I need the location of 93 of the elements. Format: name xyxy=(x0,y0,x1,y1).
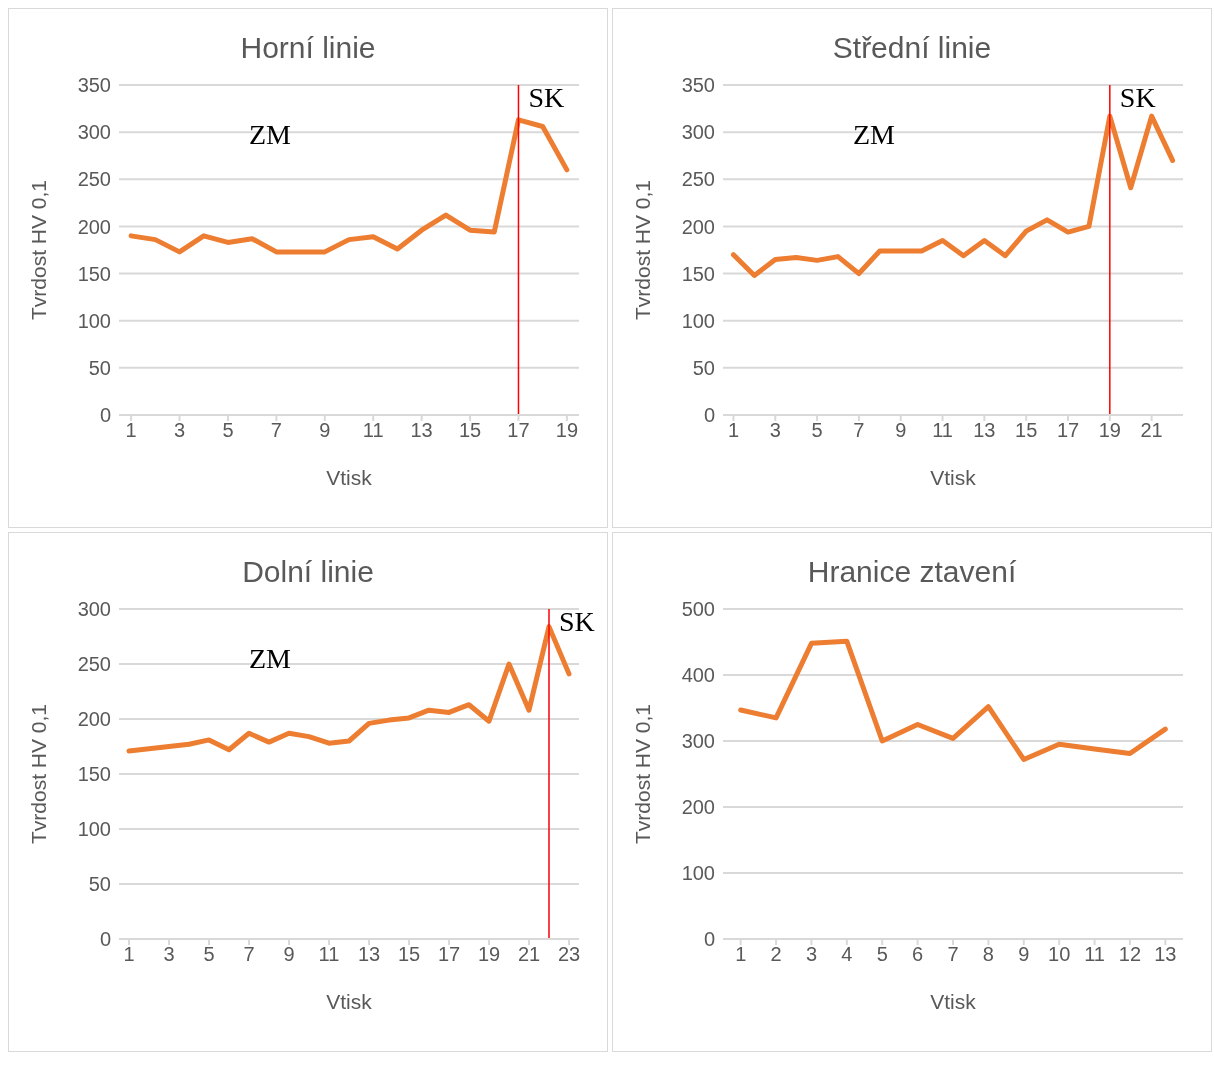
x-tick-label: 6 xyxy=(912,943,924,966)
x-axis-title: Vtisk xyxy=(326,466,373,489)
x-tick-label: 13 xyxy=(357,943,381,966)
y-tick-label: 50 xyxy=(692,356,715,379)
y-tick-label: 100 xyxy=(77,309,111,332)
x-tick-label: 11 xyxy=(362,419,384,442)
y-tick-label: 350 xyxy=(681,74,715,97)
x-tick-label: 21 xyxy=(517,943,541,966)
y-tick-label: 250 xyxy=(77,168,111,191)
x-axis-title: Vtisk xyxy=(930,466,977,489)
chart-title: Horní linie xyxy=(239,31,377,65)
x-tick-label: 11 xyxy=(932,419,953,442)
x-tick-label: 9 xyxy=(319,419,331,442)
x-tick-label: 11 xyxy=(318,943,340,966)
x-tick-label: 5 xyxy=(811,419,823,442)
y-tick-label: 150 xyxy=(681,262,715,285)
x-tick-label: 1 xyxy=(735,943,747,966)
y-axis-title: Tvrdost HV 0,1 xyxy=(631,179,655,321)
x-tick-label: 15 xyxy=(1015,419,1038,442)
y-tick-label: 200 xyxy=(681,215,715,238)
y-axis-title: Tvrdost HV 0,1 xyxy=(27,179,51,321)
x-tick-label: 17 xyxy=(1056,419,1080,442)
x-tick-label: 21 xyxy=(1140,419,1163,442)
x-tick-label: 19 xyxy=(477,943,501,966)
chart-title: Dolní linie xyxy=(241,555,375,589)
x-tick-label: 3 xyxy=(769,419,781,442)
y-tick-label: 100 xyxy=(681,309,715,332)
x-tick-label: 9 xyxy=(895,419,907,442)
x-tick-label: 19 xyxy=(555,419,579,442)
y-tick-label: 500 xyxy=(681,598,715,621)
x-tick-label: 3 xyxy=(163,943,175,966)
y-tick-label: 50 xyxy=(88,873,111,896)
y-tick-label: 300 xyxy=(681,121,715,144)
y-tick-label: 400 xyxy=(681,664,715,687)
x-tick-label: 7 xyxy=(853,419,865,442)
x-tick-label: 23 xyxy=(557,943,581,966)
x-tick-label: 2 xyxy=(770,943,782,966)
y-tick-label: 250 xyxy=(681,168,715,191)
x-tick-label: 7 xyxy=(270,419,282,442)
y-tick-label: 50 xyxy=(88,356,111,379)
ref-line-label: SK xyxy=(528,81,565,113)
x-tick-label: 5 xyxy=(203,943,215,966)
y-tick-label: 100 xyxy=(77,818,111,841)
x-tick-label: 3 xyxy=(805,943,818,966)
y-tick-label: 150 xyxy=(77,763,111,786)
x-tick-label: 13 xyxy=(973,419,996,442)
annotation: ZM xyxy=(249,119,291,151)
y-tick-label: 0 xyxy=(703,404,715,427)
y-axis-title: Tvrdost HV 0,1 xyxy=(27,703,51,845)
x-tick-label: 8 xyxy=(982,943,994,966)
ref-line-label: SK xyxy=(559,605,595,637)
y-tick-label: 0 xyxy=(703,928,715,951)
x-axis-title: Vtisk xyxy=(326,990,373,1013)
y-tick-label: 0 xyxy=(99,404,111,427)
y-tick-label: 250 xyxy=(77,653,111,676)
x-tick-label: 4 xyxy=(841,943,853,966)
y-tick-label: 350 xyxy=(77,74,111,97)
x-tick-label: 17 xyxy=(437,943,461,966)
x-tick-label: 15 xyxy=(458,419,482,442)
y-tick-label: 300 xyxy=(77,598,111,621)
annotation: ZM xyxy=(249,643,291,675)
chart-title: Hranice ztavení xyxy=(806,555,1018,589)
x-tick-label: 15 xyxy=(397,943,421,966)
x-tick-label: 1 xyxy=(125,419,137,442)
x-tick-label: 1 xyxy=(123,943,135,966)
x-tick-label: 10 xyxy=(1048,943,1071,966)
x-tick-label: 11 xyxy=(1084,943,1105,966)
x-tick-label: 13 xyxy=(410,419,433,442)
y-tick-label: 300 xyxy=(681,730,715,753)
x-tick-label: 5 xyxy=(222,419,234,442)
chart-title: Střední linie xyxy=(831,31,993,65)
x-tick-label: 19 xyxy=(1098,419,1121,442)
annotation: ZM xyxy=(853,119,895,151)
y-tick-label: 200 xyxy=(77,708,111,731)
x-tick-label: 3 xyxy=(173,419,186,442)
y-tick-label: 200 xyxy=(681,796,715,819)
x-tick-label: 1 xyxy=(727,419,740,442)
y-tick-label: 150 xyxy=(77,262,111,285)
ref-line-label: SK xyxy=(1119,81,1156,113)
x-tick-label: 7 xyxy=(243,943,255,966)
x-tick-label: 9 xyxy=(283,943,295,966)
x-tick-label: 13 xyxy=(1154,943,1177,966)
y-tick-label: 200 xyxy=(77,215,111,238)
x-tick-label: 12 xyxy=(1118,943,1142,966)
x-tick-label: 7 xyxy=(947,943,959,966)
x-axis-title: Vtisk xyxy=(930,990,977,1013)
x-tick-label: 17 xyxy=(507,419,530,442)
x-tick-label: 9 xyxy=(1018,943,1030,966)
y-tick-label: 100 xyxy=(681,862,715,885)
y-tick-label: 300 xyxy=(77,121,111,144)
y-axis-title: Tvrdost HV 0,1 xyxy=(631,703,655,845)
x-tick-label: 5 xyxy=(876,943,888,966)
y-tick-label: 0 xyxy=(99,928,111,951)
